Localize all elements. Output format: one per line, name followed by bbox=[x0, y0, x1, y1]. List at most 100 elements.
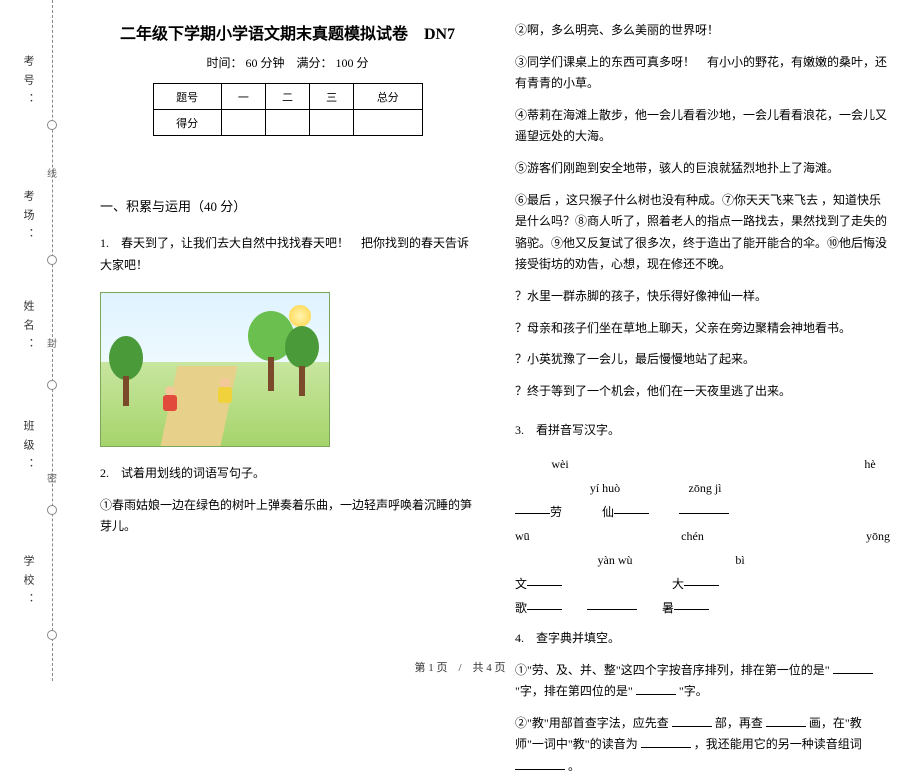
list-item: ⑥最后 ，这只猴子什么树也没有种成。⑦你天天飞来飞去 ，知道快乐是什么吗？⑧商人… bbox=[515, 190, 890, 276]
tree-shape bbox=[111, 336, 141, 406]
binding-column: 考号： 线 考场： 姓名： 封 班级： 密 学校： bbox=[0, 0, 70, 681]
binding-dot bbox=[47, 255, 57, 265]
pinyin: zōng jì bbox=[675, 476, 735, 500]
blank bbox=[674, 596, 709, 610]
tree-crown bbox=[109, 336, 143, 380]
left-column: 二年级下学期小学语文期末真题模拟试卷 DN7 时间： 60 分钟 满分： 100… bbox=[100, 20, 475, 671]
cell: 一 bbox=[221, 84, 265, 110]
kid-shape bbox=[216, 378, 234, 408]
question-3: 3. 看拼音写汉字。 bbox=[515, 420, 890, 442]
binding-dot bbox=[47, 630, 57, 640]
spring-illustration bbox=[100, 292, 330, 447]
binding-label-room: 考场： bbox=[20, 190, 36, 247]
question-2-item1: ①春雨姑娘一边在绿色的树叶上弹奏着乐曲，一边轻声呼唤着沉睡的笋芽儿。 bbox=[100, 495, 475, 538]
pinyin: wū bbox=[515, 524, 535, 548]
binding-seam-word: 线 bbox=[47, 165, 57, 180]
hanzi: 歌 bbox=[515, 596, 527, 620]
pinyin: hè bbox=[850, 452, 890, 476]
list-item: ？母亲和孩子们坐在草地上聊天，父亲在旁边聚精会神地看书。 bbox=[515, 318, 890, 340]
pinyin: bì bbox=[725, 548, 755, 572]
cell: 三 bbox=[310, 84, 354, 110]
binding-seam-word: 密 bbox=[47, 470, 57, 485]
blank bbox=[527, 596, 562, 610]
content-columns: 二年级下学期小学语文期末真题模拟试卷 DN7 时间： 60 分钟 满分： 100… bbox=[70, 0, 920, 681]
hanzi: 大 bbox=[672, 572, 684, 596]
blank bbox=[684, 572, 719, 586]
pinyin-block: wèi hè yí huò zōng jì 劳 仙 wū bbox=[515, 452, 890, 620]
kid-shape bbox=[161, 386, 179, 416]
blank bbox=[515, 756, 565, 770]
text: "字，排在第四位的是" bbox=[515, 684, 633, 698]
kid-body bbox=[218, 387, 232, 403]
pinyin: yōng bbox=[850, 524, 890, 548]
tree-shape bbox=[287, 326, 317, 396]
cell bbox=[354, 110, 422, 136]
text: ②"教"用部首查字法，应先查 bbox=[515, 716, 669, 730]
question-4-item2: ②"教"用部首查字法，应先查 部，再查 画，在"教师"一词中"教"的读音为 ，我… bbox=[515, 713, 890, 777]
binding-label-class: 班级： bbox=[20, 420, 36, 477]
blank bbox=[636, 681, 676, 695]
page-footer: 第 1 页 / 共 4 页 bbox=[0, 659, 920, 675]
full-value: 100 分 bbox=[336, 56, 369, 70]
binding-label-name: 姓名： bbox=[20, 300, 36, 357]
kid-body bbox=[163, 395, 177, 411]
list-item: ？终于等到了一个机会，他们在一天夜里逃了出来。 bbox=[515, 381, 890, 403]
question-4: 4. 查字典并填空。 bbox=[515, 628, 890, 650]
time-label: 时间： bbox=[206, 56, 242, 70]
tree-trunk bbox=[123, 376, 129, 406]
exam-subtitle: 时间： 60 分钟 满分： 100 分 bbox=[100, 54, 475, 71]
cell bbox=[265, 110, 309, 136]
text: 部，再查 bbox=[715, 716, 763, 730]
blank bbox=[614, 500, 649, 514]
cell: 得分 bbox=[153, 110, 221, 136]
blank bbox=[515, 500, 550, 514]
table-row: 得分 bbox=[153, 110, 422, 136]
blank bbox=[679, 500, 729, 514]
cell bbox=[310, 110, 354, 136]
table-row: 题号 一 二 三 总分 bbox=[153, 84, 422, 110]
pinyin: yàn wù bbox=[585, 548, 645, 572]
section-heading: 一、积累与运用（40 分） bbox=[100, 196, 475, 215]
list-item: ⑤游客们刚跑到安全地带，骇人的巨浪就猛烈地扑上了海滩。 bbox=[515, 158, 890, 180]
pinyin: wèi bbox=[515, 452, 605, 476]
question-2: 2. 试着用划线的词语写句子。 bbox=[100, 463, 475, 485]
list-item: ？小英犹豫了一会儿，最后慢慢地站了起来。 bbox=[515, 349, 890, 371]
score-table: 题号 一 二 三 总分 得分 bbox=[153, 83, 423, 136]
pinyin: yí huò bbox=[575, 476, 635, 500]
cell: 二 bbox=[265, 84, 309, 110]
full-label: 满分： bbox=[297, 56, 333, 70]
pinyin: chén bbox=[663, 524, 723, 548]
exam-title: 二年级下学期小学语文期末真题模拟试卷 DN7 bbox=[100, 20, 475, 44]
tree-trunk bbox=[299, 366, 305, 396]
list-item: ②啊，多么明亮、多么美丽的世界呀！ bbox=[515, 20, 890, 42]
cell: 题号 bbox=[153, 84, 221, 110]
blank bbox=[766, 713, 806, 727]
list-item: ③同学们课桌上的东西可真多呀！ 有小小的野花，有嫩嫩的桑叶，还有青青的小草。 bbox=[515, 52, 890, 95]
hanzi: 劳 bbox=[550, 500, 562, 524]
blank bbox=[641, 734, 691, 748]
blank bbox=[587, 596, 637, 610]
text: ，我还能用它的另一种读音组词 bbox=[694, 737, 862, 751]
question-1: 1. 春天到了，让我们去大自然中找找春天吧！ 把你找到的春天告诉大家吧！ bbox=[100, 233, 475, 276]
sun-icon bbox=[289, 305, 311, 327]
time-value: 60 分钟 bbox=[245, 56, 284, 70]
hanzi: 仙 bbox=[602, 500, 614, 524]
binding-seam-word: 封 bbox=[47, 335, 57, 350]
binding-dot bbox=[47, 505, 57, 515]
hanzi: 文 bbox=[515, 572, 527, 596]
binding-dot bbox=[47, 120, 57, 130]
blank bbox=[672, 713, 712, 727]
blank bbox=[527, 572, 562, 586]
hanzi: 暑 bbox=[662, 596, 674, 620]
list-item: ④蒂莉在海滩上散步，他一会儿看看沙地，一会儿看看浪花，一会儿又遥望远处的大海。 bbox=[515, 105, 890, 148]
cell bbox=[221, 110, 265, 136]
list-item: ？水里一群赤脚的孩子，快乐得好像神仙一样。 bbox=[515, 286, 890, 308]
right-column: ②啊，多么明亮、多么美丽的世界呀！ ③同学们课桌上的东西可真多呀！ 有小小的野花… bbox=[515, 20, 890, 671]
binding-label-examno: 考号： bbox=[20, 55, 36, 112]
binding-label-school: 学校： bbox=[20, 555, 36, 612]
tree-crown bbox=[285, 326, 319, 368]
binding-dot bbox=[47, 380, 57, 390]
cell: 总分 bbox=[354, 84, 422, 110]
text: 。 bbox=[568, 759, 580, 773]
tree-trunk bbox=[268, 357, 274, 391]
